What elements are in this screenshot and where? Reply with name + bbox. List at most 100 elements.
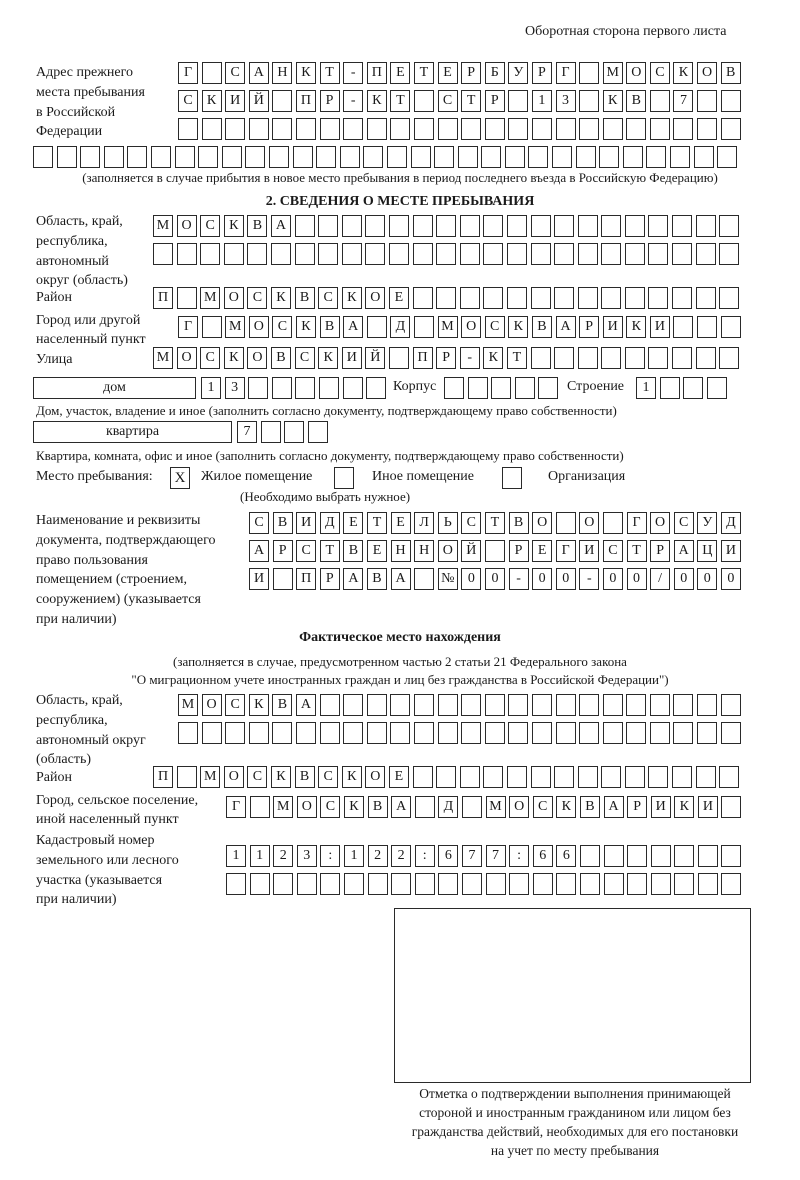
char-cell[interactable]	[579, 873, 600, 895]
char-cell[interactable]: О	[697, 62, 718, 84]
char-cell[interactable]	[577, 766, 598, 788]
char-cell[interactable]	[719, 215, 740, 237]
char-cell[interactable]: Т	[484, 512, 505, 534]
char-cell[interactable]: 3	[296, 845, 317, 867]
char-cell[interactable]	[554, 347, 575, 369]
char-cell[interactable]: И	[650, 796, 671, 818]
char-cell[interactable]: М	[178, 694, 198, 716]
char-cell[interactable]: С	[318, 766, 339, 788]
char-cell[interactable]	[176, 287, 197, 309]
char-cell[interactable]	[223, 243, 244, 265]
char-cell[interactable]	[249, 873, 270, 895]
char-cell[interactable]: Т	[461, 90, 482, 112]
char-cell[interactable]	[697, 722, 718, 744]
char-cell[interactable]	[390, 118, 411, 140]
char-cell[interactable]: И	[579, 540, 600, 562]
char-cell[interactable]: О	[579, 512, 600, 534]
char-cell[interactable]	[272, 118, 293, 140]
char-cell[interactable]: К	[673, 62, 694, 84]
char-cell[interactable]	[461, 796, 482, 818]
char-cell[interactable]	[673, 722, 694, 744]
char-cell[interactable]: Р	[650, 540, 671, 562]
char-cell[interactable]: О	[296, 796, 317, 818]
char-cell[interactable]	[412, 243, 433, 265]
char-cell[interactable]	[390, 694, 411, 716]
char-cell[interactable]: А	[295, 694, 316, 716]
char-cell[interactable]	[483, 766, 504, 788]
char-cell[interactable]: -	[508, 568, 529, 590]
char-cell[interactable]: С	[247, 287, 268, 309]
char-cell[interactable]	[555, 722, 576, 744]
char-cell[interactable]	[720, 316, 741, 338]
char-cell[interactable]: В	[367, 796, 388, 818]
char-cell[interactable]	[579, 694, 600, 716]
char-cell[interactable]	[226, 873, 246, 895]
char-cell[interactable]: Б	[484, 62, 505, 84]
char-cell[interactable]	[695, 766, 716, 788]
char-cell[interactable]	[343, 694, 364, 716]
char-cell[interactable]	[506, 215, 527, 237]
char-cell[interactable]: 3	[224, 377, 245, 399]
char-cell[interactable]: К	[270, 766, 291, 788]
char-cell[interactable]: Н	[390, 540, 411, 562]
char-cell[interactable]	[343, 873, 364, 895]
char-cell[interactable]	[626, 722, 647, 744]
char-cell[interactable]	[341, 215, 362, 237]
char-cell[interactable]: Т	[366, 512, 387, 534]
char-cell[interactable]	[150, 146, 171, 168]
char-cell[interactable]: О	[223, 766, 244, 788]
char-cell[interactable]: Н	[414, 540, 435, 562]
char-cell[interactable]	[284, 421, 305, 443]
char-cell[interactable]: В	[247, 215, 268, 237]
char-cell[interactable]	[178, 722, 198, 744]
char-cell[interactable]: К	[341, 766, 362, 788]
char-cell[interactable]	[648, 215, 669, 237]
char-cell[interactable]: С	[249, 512, 269, 534]
char-cell[interactable]	[414, 873, 435, 895]
char-cell[interactable]	[506, 287, 527, 309]
char-cell[interactable]: П	[153, 287, 173, 309]
char-cell[interactable]: К	[223, 215, 244, 237]
char-cell[interactable]: К	[270, 287, 291, 309]
char-cell[interactable]: С	[649, 62, 670, 84]
char-cell[interactable]: Р	[484, 90, 505, 112]
char-cell[interactable]	[484, 118, 505, 140]
char-cell[interactable]: -	[579, 568, 600, 590]
char-cell[interactable]	[483, 215, 504, 237]
char-cell[interactable]	[319, 118, 340, 140]
char-cell[interactable]	[554, 766, 575, 788]
char-cell[interactable]: Т	[413, 62, 434, 84]
char-cell[interactable]: Ь	[437, 512, 458, 534]
char-cell[interactable]	[626, 694, 647, 716]
char-cell[interactable]	[673, 694, 694, 716]
char-cell[interactable]	[457, 146, 478, 168]
char-cell[interactable]	[201, 722, 222, 744]
char-cell[interactable]: А	[390, 568, 411, 590]
char-cell[interactable]: О	[650, 512, 671, 534]
char-cell[interactable]: А	[248, 62, 269, 84]
char-cell[interactable]	[672, 243, 693, 265]
region-row-2[interactable]	[153, 243, 743, 265]
char-cell[interactable]	[436, 215, 457, 237]
char-cell[interactable]	[672, 215, 693, 237]
char-cell[interactable]	[695, 347, 716, 369]
char-cell[interactable]	[367, 873, 388, 895]
char-cell[interactable]	[721, 845, 742, 867]
char-cell[interactable]	[719, 287, 740, 309]
char-cell[interactable]	[386, 146, 407, 168]
stay-option-other-checkbox[interactable]	[334, 467, 354, 489]
char-cell[interactable]	[295, 722, 316, 744]
char-cell[interactable]: Г	[555, 540, 576, 562]
char-cell[interactable]: 1	[201, 377, 221, 399]
char-cell[interactable]	[127, 146, 148, 168]
char-cell[interactable]: 0	[461, 568, 482, 590]
char-cell[interactable]: 1	[226, 845, 246, 867]
char-cell[interactable]	[483, 243, 504, 265]
char-cell[interactable]: Г	[626, 512, 647, 534]
char-cell[interactable]	[579, 845, 600, 867]
char-cell[interactable]	[717, 146, 738, 168]
char-cell[interactable]: К	[483, 347, 504, 369]
char-cell[interactable]: О	[201, 694, 222, 716]
char-cell[interactable]: С	[602, 540, 623, 562]
